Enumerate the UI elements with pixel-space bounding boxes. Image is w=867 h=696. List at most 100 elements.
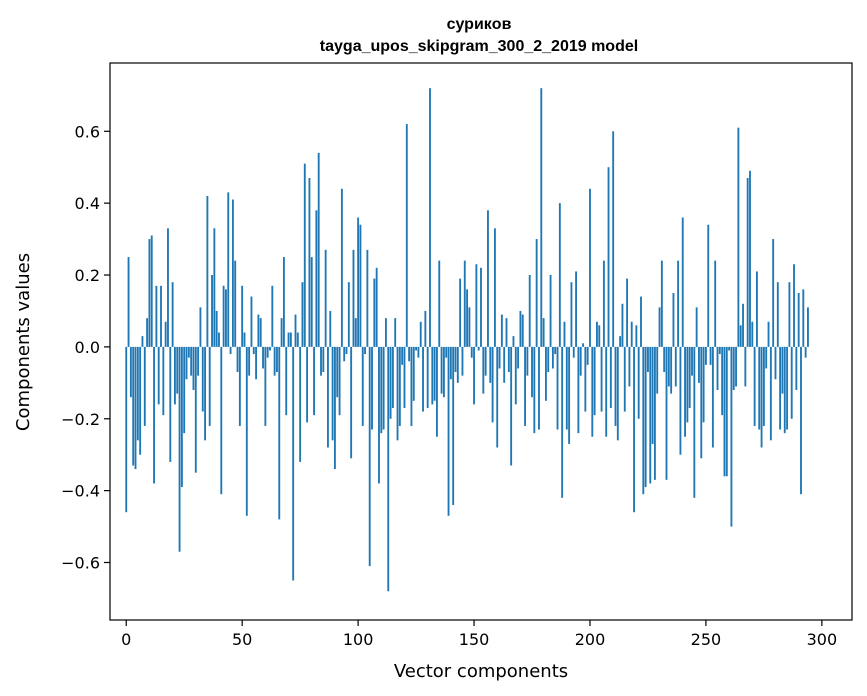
bar — [301, 282, 304, 347]
bar — [695, 307, 698, 347]
bar — [408, 346, 411, 362]
bar — [656, 346, 659, 394]
bar — [714, 260, 717, 347]
bar — [788, 282, 791, 347]
bar — [473, 346, 475, 405]
bar — [776, 282, 779, 347]
bar — [417, 346, 420, 358]
bar — [136, 346, 139, 441]
bar — [340, 188, 343, 347]
bar — [357, 217, 360, 347]
bar — [132, 346, 135, 466]
bar — [793, 264, 795, 347]
bar — [700, 346, 703, 459]
bar — [426, 346, 429, 408]
bar — [422, 346, 424, 412]
bar — [549, 275, 552, 347]
bar — [667, 346, 670, 387]
bar — [459, 278, 462, 347]
x-tick-label: 150 — [459, 630, 490, 649]
bar — [563, 321, 566, 347]
bar — [797, 292, 800, 347]
bar — [266, 346, 269, 358]
bar — [429, 88, 431, 347]
bar — [702, 346, 705, 423]
x-tick-label: 100 — [343, 630, 374, 649]
bar — [438, 260, 441, 347]
bar — [540, 88, 543, 347]
bar — [354, 318, 357, 347]
bar — [670, 346, 673, 394]
bar — [236, 346, 239, 373]
bar — [433, 346, 436, 401]
bar — [352, 249, 355, 347]
bar — [373, 278, 376, 347]
bar — [204, 346, 206, 441]
bar — [338, 346, 341, 416]
y-tick-label: 0.0 — [75, 338, 100, 357]
bar — [294, 314, 297, 347]
bar — [686, 346, 689, 423]
y-tick-label: 0.2 — [75, 266, 100, 285]
bar — [276, 346, 278, 373]
bar — [231, 199, 234, 347]
bar — [218, 332, 220, 347]
bar — [545, 346, 547, 401]
bar — [487, 210, 489, 347]
bar — [463, 260, 466, 347]
bar — [241, 285, 244, 347]
bar — [343, 346, 346, 362]
chart-subtitle: tayga_upos_skipgram_300_2_2019 model — [320, 38, 638, 55]
x-tick-label: 50 — [232, 630, 252, 649]
bar — [308, 177, 311, 347]
bar — [679, 346, 682, 455]
bar — [317, 152, 320, 347]
bar — [524, 346, 526, 426]
bar — [491, 346, 494, 423]
bar — [568, 346, 571, 444]
bar — [510, 346, 513, 466]
bar — [800, 346, 802, 495]
bar — [391, 346, 394, 408]
bar — [739, 325, 742, 347]
bar — [586, 346, 589, 365]
bar — [245, 346, 248, 516]
bar — [371, 346, 373, 430]
bar — [742, 303, 744, 347]
bar — [616, 346, 619, 441]
bar — [248, 346, 251, 376]
bars-group — [125, 88, 809, 592]
bar — [208, 346, 211, 426]
bar — [394, 318, 397, 347]
bar — [150, 235, 153, 347]
bar — [329, 310, 332, 347]
bar — [197, 346, 200, 376]
bar — [306, 346, 309, 423]
bar — [440, 346, 443, 394]
bar — [454, 346, 457, 373]
bar — [765, 346, 768, 369]
bar — [225, 289, 227, 347]
bar — [484, 346, 487, 376]
bar — [157, 346, 160, 405]
bar — [310, 257, 313, 347]
bar — [169, 346, 172, 462]
bar — [366, 249, 369, 347]
bar — [324, 249, 327, 347]
bar — [730, 346, 733, 527]
bar — [482, 346, 485, 394]
bar — [660, 260, 663, 347]
bar — [252, 346, 255, 355]
bar — [621, 303, 624, 347]
bar — [436, 346, 438, 437]
bar — [602, 260, 605, 347]
bar — [243, 332, 246, 347]
bar — [271, 285, 274, 347]
bar — [526, 346, 529, 376]
bar — [551, 346, 554, 369]
bar — [779, 346, 782, 430]
bar — [398, 346, 401, 426]
bar — [269, 346, 271, 351]
bar — [753, 346, 756, 426]
bar — [640, 296, 642, 347]
